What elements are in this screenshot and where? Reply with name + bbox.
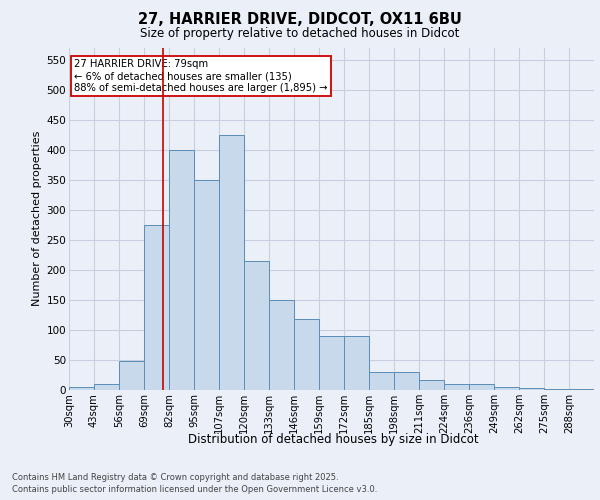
Bar	[544, 389, 569, 390]
Y-axis label: Number of detached properties: Number of detached properties	[32, 131, 43, 306]
Text: Contains HM Land Registry data © Crown copyright and database right 2025.: Contains HM Land Registry data © Crown c…	[12, 472, 338, 482]
Bar	[244, 261, 269, 390]
Bar	[294, 319, 319, 390]
Text: Contains public sector information licensed under the Open Government Licence v3: Contains public sector information licen…	[12, 485, 377, 494]
Text: Size of property relative to detached houses in Didcot: Size of property relative to detached ho…	[140, 28, 460, 40]
Text: 27, HARRIER DRIVE, DIDCOT, OX11 6BU: 27, HARRIER DRIVE, DIDCOT, OX11 6BU	[138, 12, 462, 28]
Bar	[219, 134, 244, 390]
Bar	[169, 150, 194, 390]
Bar	[419, 380, 444, 390]
Bar	[194, 180, 219, 390]
Bar	[394, 372, 419, 390]
Bar	[469, 384, 494, 390]
Bar	[94, 384, 119, 390]
Bar	[569, 389, 594, 390]
Bar	[144, 225, 169, 390]
Bar	[444, 384, 469, 390]
Bar	[344, 336, 369, 390]
Bar	[119, 361, 144, 390]
Bar	[519, 388, 544, 390]
Bar	[369, 372, 394, 390]
Bar	[69, 387, 94, 390]
Text: 27 HARRIER DRIVE: 79sqm
← 6% of detached houses are smaller (135)
88% of semi-de: 27 HARRIER DRIVE: 79sqm ← 6% of detached…	[74, 60, 328, 92]
Bar	[319, 336, 344, 390]
Bar	[269, 300, 294, 390]
Text: Distribution of detached houses by size in Didcot: Distribution of detached houses by size …	[188, 432, 478, 446]
Bar	[494, 387, 519, 390]
